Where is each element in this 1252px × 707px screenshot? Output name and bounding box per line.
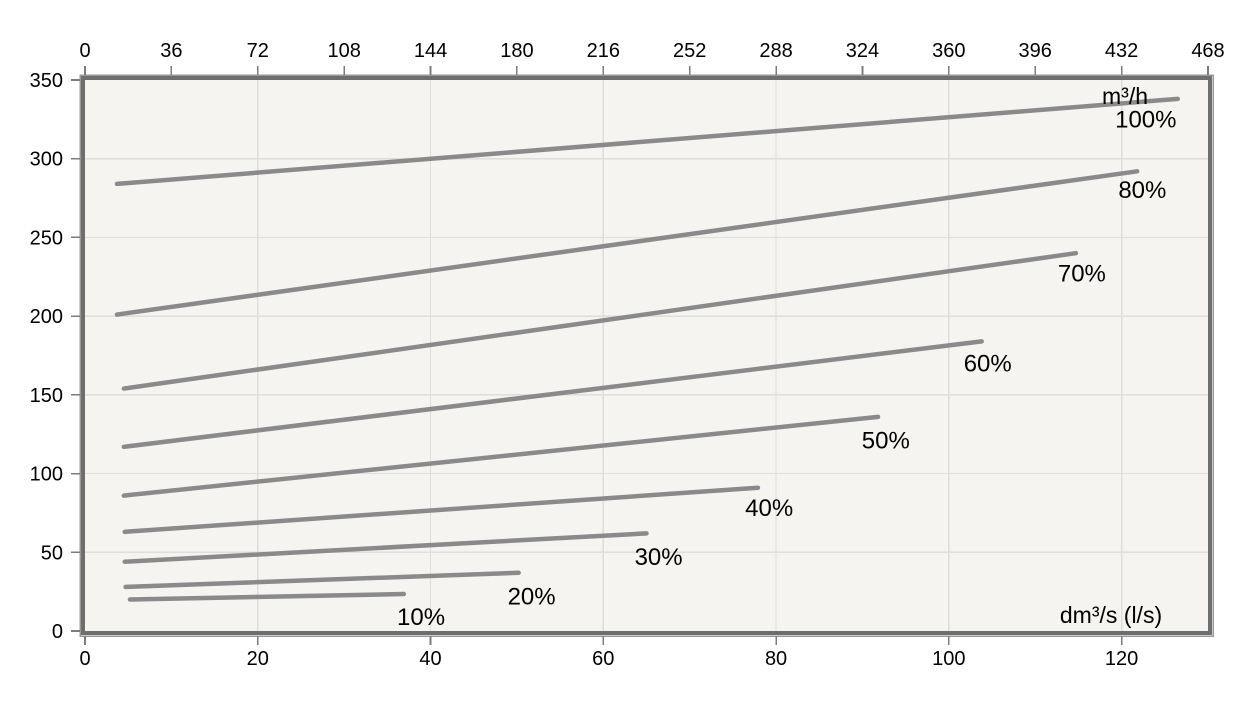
- top-axis-unit-label: m³/h: [1102, 83, 1148, 109]
- top-axis-tick-label: 36: [160, 40, 182, 62]
- y-axis-tick-label: 300: [30, 149, 63, 171]
- top-axis-tick-label: 324: [846, 40, 879, 62]
- curve-40pct: [122, 485, 761, 535]
- y-axis-tick-label: 0: [52, 621, 63, 643]
- curve-60pct: [121, 339, 984, 450]
- top-axis-tick-label: 468: [1191, 40, 1224, 62]
- curve-20pct: [123, 570, 521, 590]
- curve-label-40pct: 40%: [745, 495, 793, 522]
- curve-80pct: [114, 169, 1140, 317]
- top-axis-tick-label: 216: [587, 40, 620, 62]
- curve-100pct: [114, 96, 1181, 187]
- bottom-axis-tick-label: 120: [1105, 648, 1138, 670]
- curve-label-100pct: 100%: [1115, 106, 1176, 133]
- chart-frame-outer: [79, 74, 1214, 637]
- top-axis-tick-label: 252: [673, 40, 706, 62]
- top-axis-tick-label: 432: [1105, 40, 1138, 62]
- top-axis-tick-label: 0: [79, 40, 90, 62]
- curve-label-20pct: 20%: [508, 583, 556, 610]
- y-axis-tick-label: 250: [30, 227, 63, 249]
- y-axis-tick-label: 150: [30, 385, 63, 407]
- curve-label-80pct: 80%: [1118, 177, 1166, 204]
- curve-50pct: [121, 414, 881, 498]
- bottom-axis-tick-label: 40: [419, 648, 441, 670]
- bottom-axis-tick-label: 20: [247, 648, 269, 670]
- top-axis-tick-label: 360: [932, 40, 965, 62]
- y-axis-tick-label: 50: [41, 542, 63, 564]
- y-axis-tick-label: 350: [30, 70, 63, 92]
- curve-label-70pct: 70%: [1058, 261, 1106, 288]
- top-axis-tick-label: 108: [327, 40, 360, 62]
- curve-label-10pct: 10%: [397, 604, 445, 631]
- y-axis-tick-label: 100: [30, 464, 63, 486]
- curve-10pct: [127, 591, 407, 602]
- top-axis-tick-label: 144: [414, 40, 447, 62]
- top-axis-tick-label: 396: [1019, 40, 1052, 62]
- curve-30pct: [122, 531, 649, 564]
- curve-label-30pct: 30%: [635, 544, 683, 571]
- chart-layers: 0 36 72 108 144 180 216 252 288 324 360 396 432 468 0 2…: [30, 40, 1225, 670]
- curve-70pct: [121, 250, 1079, 391]
- bottom-axis-tick-label: 100: [932, 648, 965, 670]
- chart-frame: [81, 76, 1212, 635]
- bottom-axis-unit-label: dm³/s (l/s): [1060, 602, 1162, 628]
- y-axis-tick-label: 200: [30, 306, 63, 328]
- top-axis-tick-label: 180: [500, 40, 533, 62]
- top-axis-tick-label: 288: [759, 40, 792, 62]
- bottom-axis-tick-label: 60: [592, 648, 614, 670]
- bottom-axis-tick-label: 80: [765, 648, 787, 670]
- curve-label-50pct: 50%: [862, 428, 910, 455]
- bottom-axis-tick-label: 0: [79, 648, 90, 670]
- top-axis-tick-label: 72: [247, 40, 269, 62]
- curve-label-60pct: 60%: [964, 350, 1012, 377]
